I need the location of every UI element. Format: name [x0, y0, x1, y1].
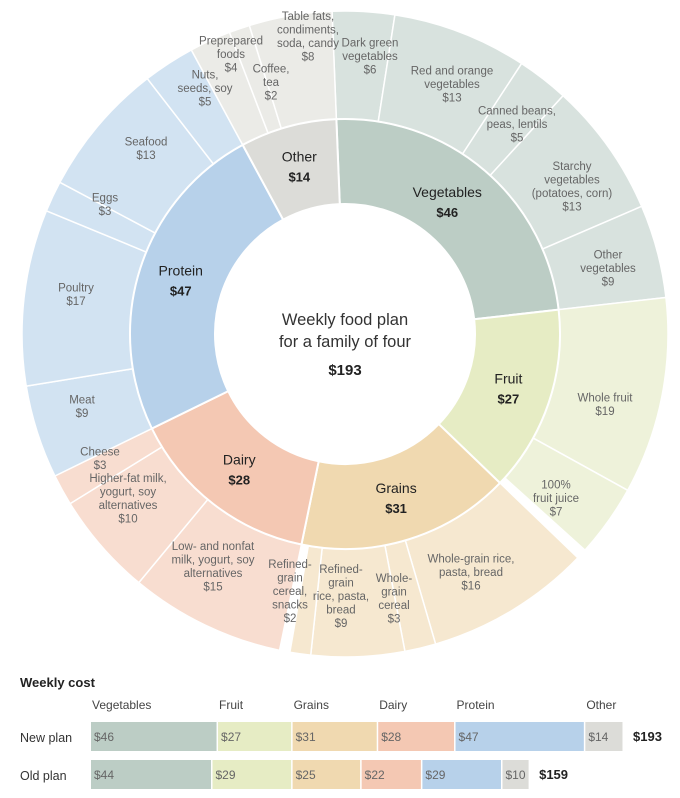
- bar-category-other: Other: [586, 698, 616, 712]
- inner-slice-protein: [129, 143, 285, 430]
- outer-label-canned-beans-peas-lentils: Canned beans, peas, lentils $5: [478, 106, 556, 145]
- bar-value-new-plan-dairy: $28: [381, 730, 401, 744]
- inner-slice-vegetables: [335, 118, 560, 321]
- inner-value-protein: $47: [170, 283, 192, 298]
- outer-label-low-and-nonfat-milk-yogurt-soy-alternatives: Low- and nonfat milk, yogurt, soy alternat…: [171, 541, 255, 594]
- outer-label-coffee-tea: Coffee, tea $2: [253, 64, 290, 103]
- inner-value-dairy: $28: [228, 472, 250, 487]
- bar-value-new-plan-fruit: $27: [221, 730, 241, 744]
- outer-label-eggs: Eggs $3: [92, 192, 118, 218]
- inner-label-grains: Grains: [375, 480, 416, 496]
- bar-category-grains: Grains: [294, 698, 329, 712]
- outer-label-starchy-vegetables-potatoes-corn: Starchy vegetables (potatoes, corn) $13: [532, 161, 613, 214]
- bar-total-old-plan: $159: [539, 767, 568, 782]
- center-title-line2: for a family of four: [279, 333, 412, 351]
- bar-segment-old-plan-other: [502, 760, 529, 789]
- outer-label-table-fats-condiments-soda-candy: Table fats, condiments, soda, candy $8: [277, 11, 339, 64]
- outer-label-other-vegetables: Other vegetables $9: [580, 250, 636, 289]
- outer-label-whole-grain-cereal: Whole-grain cereal $3: [376, 573, 413, 626]
- inner-label-vegetables: Vegetables: [413, 184, 482, 200]
- bar-row-label-old-plan: Old plan: [20, 769, 67, 783]
- bar-category-dairy: Dairy: [379, 698, 407, 712]
- bar-value-old-plan-other: $10: [505, 768, 525, 782]
- bar-segment-new-plan-vegetables: [91, 722, 217, 751]
- center-total: $193: [328, 362, 361, 379]
- outer-label-whole-fruit: Whole fruit $19: [578, 392, 634, 418]
- sunburst-chart: Vegetables $46 Dark green vegetables $6 Red a…: [21, 10, 669, 658]
- outer-label-refined-grain-rice-pasta-bread: Refined-grain rice, pasta, bread $9: [313, 564, 369, 630]
- sunburst-labels: Vegetables $46 Dark green vegetables $6 Red a…: [58, 11, 636, 630]
- outer-label-meat: Meat $9: [69, 394, 95, 420]
- outer-label-nuts-seeds-soy: Nuts, seeds, soy $5: [178, 70, 233, 109]
- bar-segment-old-plan-protein: [422, 760, 501, 789]
- bar-segment-new-plan-grains: [292, 722, 377, 751]
- outer-label-100-fruit-juice: 100% fruit juice $7: [533, 480, 579, 519]
- outer-label-poultry: Poultry $17: [58, 282, 94, 308]
- sunburst-rings: [21, 10, 669, 658]
- bar-value-old-plan-dairy: $22: [365, 768, 385, 782]
- bar-value-old-plan-protein: $29: [425, 768, 445, 782]
- outer-label-prepreared-foods: Preprepared foods $4: [199, 36, 263, 75]
- bar-value-new-plan-other: $14: [588, 730, 608, 744]
- outer-label-whole-grain-rice-pasta-bread: Whole-grain rice, pasta, bread $16: [428, 554, 515, 593]
- outer-label-red-and-orange-vegetables: Red and orange vegetables $13: [411, 66, 493, 105]
- inner-label-protein: Protein: [159, 262, 203, 278]
- center-title-line1: Weekly food plan: [282, 311, 408, 329]
- bar-segment-new-plan-protein: [455, 722, 584, 751]
- bar-value-new-plan-protein: $47: [459, 730, 479, 744]
- bar-segment-old-plan-fruit: [212, 760, 292, 789]
- bar-value-new-plan-vegetables: $46: [94, 730, 114, 744]
- bar-segment-old-plan-grains: [292, 760, 361, 789]
- weekly-cost-title: Weekly cost: [20, 675, 96, 690]
- bar-category-fruit: Fruit: [219, 698, 244, 712]
- bar-value-old-plan-vegetables: $44: [94, 768, 114, 782]
- bar-segment-old-plan-vegetables: [91, 760, 212, 789]
- weekly-cost-chart: Weekly cost Vegetables Fruit Grains Dairy Pro…: [20, 675, 662, 789]
- inner-label-dairy: Dairy: [223, 451, 256, 467]
- inner-value-vegetables: $46: [436, 205, 458, 220]
- inner-value-fruit: $27: [498, 391, 520, 406]
- bar-total-new-plan: $193: [633, 729, 662, 744]
- inner-slice-other: [241, 118, 341, 222]
- bar-segment-new-plan-other: [585, 722, 623, 751]
- bar-category-protein: Protein: [457, 698, 495, 712]
- bar-value-new-plan-grains: $31: [296, 730, 316, 744]
- inner-value-other: $14: [288, 170, 310, 185]
- bar-row-label-new-plan: New plan: [20, 731, 72, 745]
- outer-label-higher-fat-milk-yogurt-soy-alternatives: Higher-fat milk, yogurt, soy alternatives $…: [89, 473, 166, 526]
- inner-label-fruit: Fruit: [494, 370, 522, 386]
- bar-category-vegetables: Vegetables: [92, 698, 151, 712]
- bar-segment-old-plan-dairy: [361, 760, 421, 789]
- outer-label-cheese: Cheese $3: [80, 446, 120, 472]
- bar-value-old-plan-fruit: $29: [216, 768, 236, 782]
- inner-label-other: Other: [282, 149, 317, 165]
- outer-label-seafood: Seafood $13: [125, 136, 168, 162]
- bar-segment-new-plan-fruit: [218, 722, 292, 751]
- inner-value-grains: $31: [385, 501, 407, 516]
- outer-label-refined-grain-cereal-snacks: Refined-grain cereal, snacks $2: [268, 559, 312, 625]
- outer-label-dark-green-vegetables: Dark green vegetables $6: [342, 38, 399, 77]
- bar-segment-new-plan-dairy: [378, 722, 455, 751]
- bar-value-old-plan-grains: $25: [296, 768, 316, 782]
